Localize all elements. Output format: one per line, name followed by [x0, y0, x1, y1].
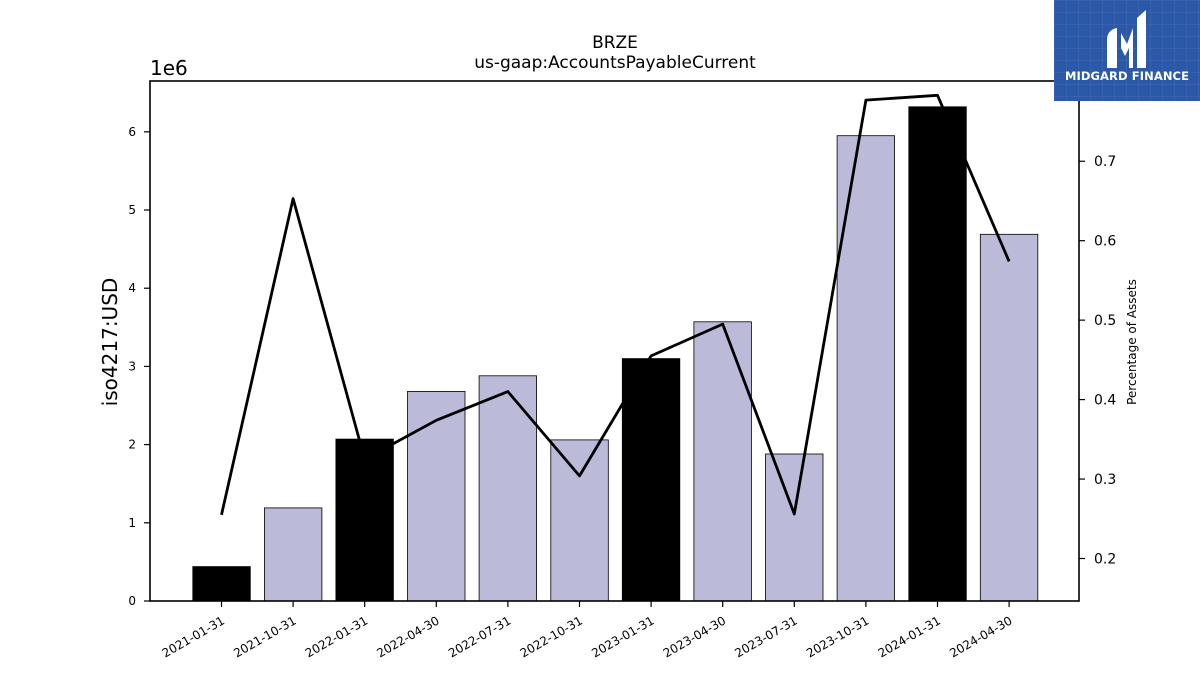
bar-2023-01-31: [621, 358, 681, 602]
bar-2024-01-31: [908, 106, 967, 602]
y2-tick-label: 0.3: [1094, 472, 1116, 488]
x-tick-label: 2024-04-30: [947, 613, 1014, 660]
bar-2023-10-31: [836, 135, 895, 602]
y-tick-label: 4: [128, 281, 136, 295]
y2-tick-label: 0.6: [1094, 234, 1116, 250]
y-ticks: 0 1 2 3 4 5 6: [128, 125, 150, 608]
x-tick-label: 2022-01-31: [303, 613, 370, 660]
y2-tick-label: 0.5: [1094, 313, 1116, 329]
bar-2022-01-31: [335, 438, 394, 602]
bars: [192, 106, 1039, 602]
y2-tick-label: 0.7: [1094, 154, 1116, 170]
y-tick-label: 0: [128, 594, 136, 608]
y-axis-label: iso4217:USD: [98, 278, 122, 407]
x-tick-label: 2023-01-31: [589, 613, 656, 660]
y-tick-label: 1: [128, 516, 136, 530]
x-ticks: 2021-01-31 2021-10-31 2022-01-31 2022-04-30…: [160, 601, 1015, 660]
x-tick-label: 2021-01-31: [160, 613, 227, 660]
percentage-line-layer: [220, 93, 1011, 516]
y-tick-label: 2: [128, 438, 136, 452]
percentage-of-assets-line: [220, 93, 1011, 516]
y2-tick-label: 0.2: [1094, 551, 1116, 567]
y2-ticks: 0.2 0.3 0.4 0.5 0.6 0.7: [1079, 154, 1116, 567]
x-tick-label: 2022-07-31: [446, 613, 513, 660]
x-tick-label: 2022-04-30: [374, 613, 441, 660]
bar-2021-01-31: [192, 566, 251, 602]
x-tick-label: 2023-04-30: [661, 613, 728, 660]
bar-2022-07-31: [478, 375, 538, 602]
y-tick-label: 5: [128, 203, 136, 217]
x-tick-label: 2021-10-31: [231, 613, 298, 660]
x-tick-label: 2024-01-31: [876, 613, 943, 660]
midgard-finance-logo: MIDGARD FINANCE: [1054, 0, 1200, 101]
bar-2023-07-31: [765, 453, 824, 602]
x-tick-label: 2023-10-31: [804, 613, 871, 660]
bar-2022-10-31: [550, 439, 609, 602]
x-tick-label: 2022-10-31: [518, 613, 585, 660]
chart-subtitle: us-gaap:AccountsPayableCurrent: [474, 53, 756, 73]
logo-text: MIDGARD FINANCE: [1064, 69, 1190, 83]
bar-2021-10-31: [263, 507, 323, 602]
bar-2022-04-30: [407, 390, 466, 602]
bar-2023-04-30: [693, 321, 752, 602]
plot-frame: [149, 80, 1080, 602]
logo-mark-icon: [1107, 10, 1146, 68]
x-tick-label: 2023-07-31: [732, 613, 799, 660]
y2-tick-label: 0.4: [1094, 393, 1116, 409]
chart-title: BRZE: [592, 33, 638, 53]
y-tick-label: 6: [128, 125, 136, 139]
y-tick-label: 3: [128, 359, 136, 373]
bar-2024-04-30: [979, 233, 1039, 602]
y-offset-label: 1e6: [150, 56, 188, 80]
y2-axis-label: Percentage of Assets: [1125, 279, 1139, 405]
